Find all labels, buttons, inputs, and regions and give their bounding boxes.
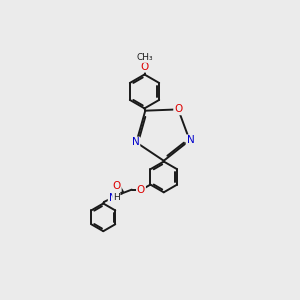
Text: O: O [174, 104, 182, 114]
Text: O: O [137, 184, 145, 195]
Text: O: O [140, 62, 148, 72]
Text: H: H [113, 193, 120, 202]
Text: O: O [112, 181, 121, 191]
Text: N: N [132, 137, 140, 147]
Text: N: N [187, 135, 194, 145]
Text: N: N [109, 193, 116, 203]
Text: CH₃: CH₃ [136, 53, 153, 62]
